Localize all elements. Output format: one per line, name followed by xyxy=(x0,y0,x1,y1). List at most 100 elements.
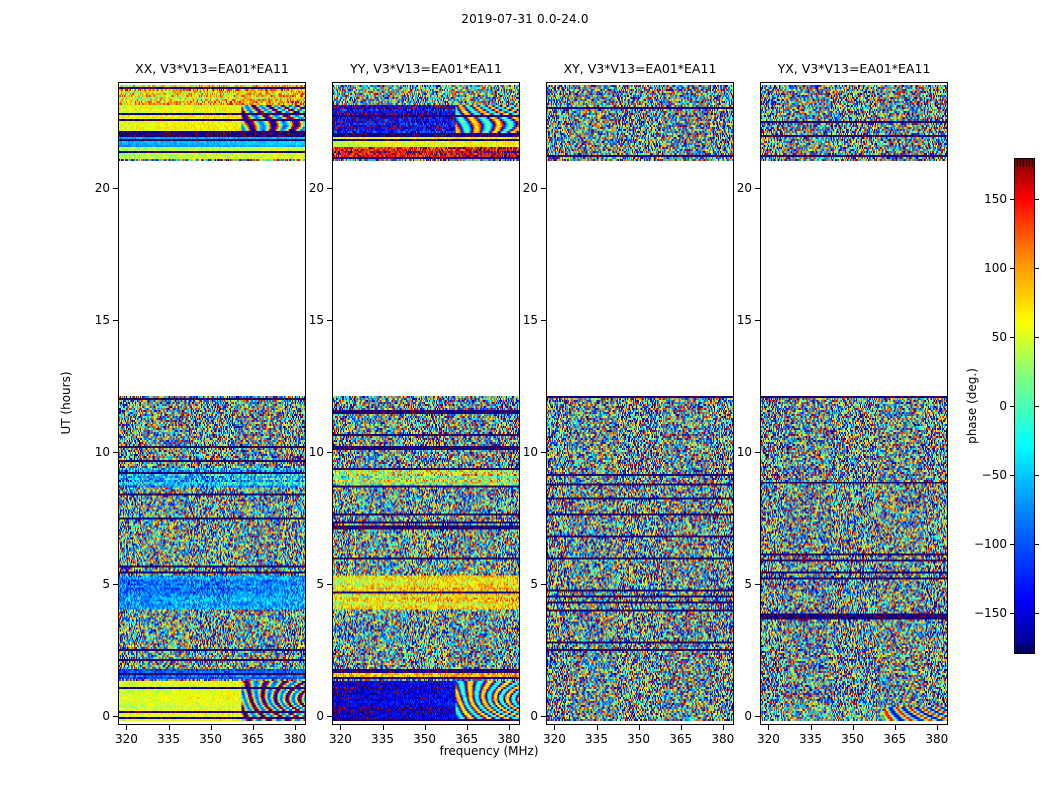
x-axis-label: frequency (MHz) xyxy=(439,744,539,758)
colorbar-tick-label: 100 xyxy=(984,261,1007,276)
axes-frame-xx[interactable] xyxy=(118,82,306,725)
y-tick xyxy=(541,715,546,717)
waterfall-image-xy xyxy=(547,83,733,724)
colorbar-tick xyxy=(1010,406,1014,407)
y-tick-label: 10 xyxy=(94,444,110,459)
y-tick xyxy=(327,583,332,585)
y-tick xyxy=(327,319,332,321)
colorbar-tick-label: −50 xyxy=(981,467,1007,482)
y-tick-label: 5 xyxy=(102,576,110,591)
colorbar-gradient xyxy=(1014,158,1035,654)
x-tick-label: 320 xyxy=(542,732,566,746)
y-tick xyxy=(113,583,118,585)
y-tick xyxy=(327,187,332,189)
y-tick-label: 0 xyxy=(744,708,752,723)
x-tick-label: 380 xyxy=(711,732,735,746)
y-tick-label: 10 xyxy=(736,444,752,459)
y-tick-label: 15 xyxy=(94,312,110,327)
panel-title-xx: XX, V3*V13=EA01*EA11 xyxy=(135,61,289,76)
x-tick-label: 350 xyxy=(413,732,437,746)
x-tick xyxy=(554,725,556,730)
panel-title-yx: YX, V3*V13=EA01*EA11 xyxy=(777,61,931,76)
y-tick xyxy=(541,583,546,585)
x-tick xyxy=(508,725,510,730)
x-tick-label: 365 xyxy=(669,732,693,746)
y-tick-label: 20 xyxy=(522,180,538,195)
x-tick-label: 350 xyxy=(627,732,651,746)
x-tick xyxy=(252,725,254,730)
x-tick-label: 365 xyxy=(455,732,479,746)
y-tick xyxy=(113,715,118,717)
colorbar-tick xyxy=(1010,337,1014,339)
y-tick xyxy=(113,319,118,321)
x-tick xyxy=(894,725,896,730)
y-tick xyxy=(755,319,760,321)
colorbar: −150 −100 −50 0 50 100 150 xyxy=(974,158,1039,654)
x-tick-label: 350 xyxy=(199,732,223,746)
y-tick xyxy=(327,715,332,717)
x-tick xyxy=(936,725,938,730)
colorbar-tick-label: 150 xyxy=(984,192,1007,207)
x-tick xyxy=(596,725,598,730)
x-tick-label: 320 xyxy=(114,732,138,746)
x-tick-label: 365 xyxy=(883,732,907,746)
colorbar-tick-inner xyxy=(1035,612,1039,614)
y-tick xyxy=(541,319,546,321)
y-tick-label: 20 xyxy=(94,180,110,195)
colorbar-tick-inner xyxy=(1035,337,1039,339)
y-tick xyxy=(755,451,760,453)
x-tick-label: 320 xyxy=(756,732,780,746)
panel-title-xy: XY, V3*V13=EA01*EA11 xyxy=(563,61,717,76)
colorbar-tick-label: 0 xyxy=(999,399,1007,413)
x-tick xyxy=(382,725,384,730)
waterfall-image-yy xyxy=(333,83,519,724)
axes-frame-xy[interactable] xyxy=(546,82,734,725)
x-tick-label: 335 xyxy=(799,732,822,746)
x-tick xyxy=(810,725,812,730)
y-tick-label: 10 xyxy=(308,444,324,459)
panel-title-yy: YY, V3*V13=EA01*EA11 xyxy=(350,61,502,76)
waterfall-image-xx xyxy=(119,83,305,724)
y-tick-label: 0 xyxy=(316,708,324,723)
x-tick xyxy=(768,725,770,730)
x-tick xyxy=(466,725,468,730)
y-tick-label: 15 xyxy=(736,312,752,327)
x-tick xyxy=(424,725,426,730)
colorbar-under-cap xyxy=(1014,645,1035,653)
colorbar-tick-inner xyxy=(1035,406,1039,407)
x-tick xyxy=(210,725,212,730)
axes-frame-yy[interactable] xyxy=(332,82,520,725)
x-tick xyxy=(852,725,854,730)
y-tick xyxy=(327,451,332,453)
colorbar-tick-inner xyxy=(1035,199,1039,201)
x-tick-label: 350 xyxy=(841,732,865,746)
y-tick-label: 5 xyxy=(316,576,324,591)
y-tick-label: 20 xyxy=(736,180,752,195)
colorbar-over-cap xyxy=(1014,159,1035,167)
colorbar-tick xyxy=(1010,543,1014,545)
x-tick-label: 380 xyxy=(497,732,521,746)
y-axis-label: UT (hours) xyxy=(59,371,73,435)
colorbar-tick xyxy=(1010,268,1014,270)
x-tick-label: 380 xyxy=(925,732,949,746)
x-tick xyxy=(680,725,682,730)
colorbar-tick-label: 50 xyxy=(991,330,1007,345)
colorbar-tick xyxy=(1010,199,1014,201)
colorbar-tick-inner xyxy=(1035,474,1039,476)
figure-suptitle: 2019-07-31 0.0-24.0 xyxy=(461,12,589,26)
y-tick-label: 20 xyxy=(308,180,324,195)
colorbar-label: phase (deg.) xyxy=(965,368,979,444)
x-tick-label: 335 xyxy=(585,732,608,746)
x-tick xyxy=(638,725,640,730)
y-tick-label: 0 xyxy=(530,708,538,723)
y-tick-label: 15 xyxy=(522,312,538,327)
y-tick xyxy=(113,451,118,453)
x-tick-label: 320 xyxy=(328,732,352,746)
y-tick-label: 15 xyxy=(308,312,324,327)
colorbar-tick-label: −100 xyxy=(974,536,1007,551)
panel-yx: YX, V3*V13=EA01*EA11 0 5 10 15 20 320 335 350 365… xyxy=(737,61,949,746)
panel-yy: YY, V3*V13=EA01*EA11 0 5 10 15 20 320 335 350 365… xyxy=(309,61,521,746)
waterfall-image-yx xyxy=(761,83,947,724)
axes-frame-yx[interactable] xyxy=(760,82,948,725)
colorbar-tick-inner xyxy=(1035,268,1039,270)
